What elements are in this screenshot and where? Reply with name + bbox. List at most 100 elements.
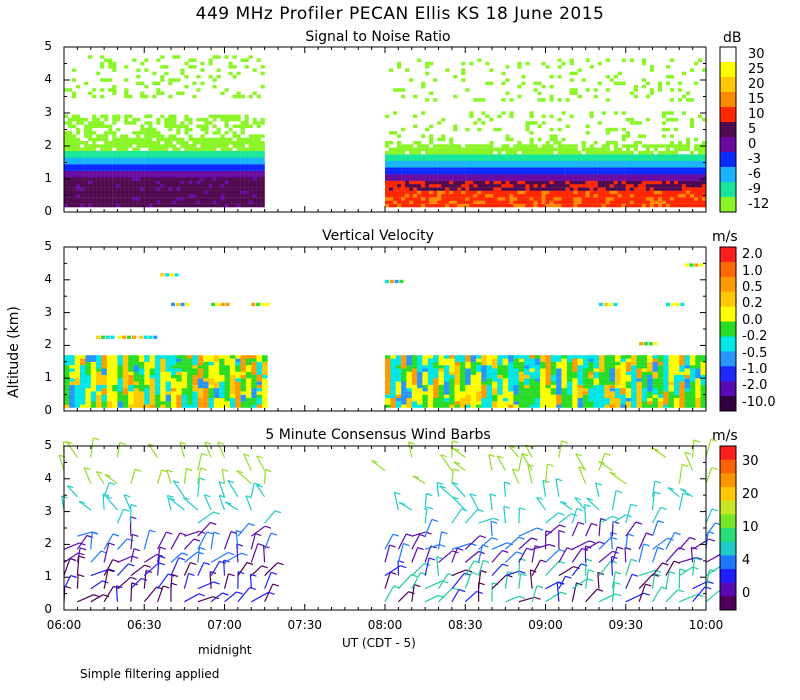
snr-cell bbox=[433, 144, 438, 148]
velocity-cell bbox=[668, 404, 675, 408]
snr-cell bbox=[232, 183, 237, 188]
snr-cell bbox=[437, 174, 442, 178]
snr-cell bbox=[677, 180, 683, 185]
snr-cell bbox=[477, 117, 482, 122]
snr-cell bbox=[605, 154, 610, 158]
velocity-cell bbox=[112, 401, 118, 405]
snr-cell bbox=[433, 180, 438, 185]
velocity-cell bbox=[411, 358, 418, 362]
snr-cell bbox=[581, 200, 586, 204]
snr-cell bbox=[561, 154, 566, 158]
velocity-cell bbox=[572, 397, 578, 402]
velocity-cell bbox=[476, 384, 482, 389]
snr-cell bbox=[429, 170, 434, 175]
snr-cell bbox=[192, 65, 197, 69]
snr-cell bbox=[605, 131, 610, 135]
snr-cell bbox=[248, 160, 253, 165]
velocity-cell bbox=[657, 374, 664, 379]
snr-cell bbox=[569, 187, 574, 191]
snr-cell bbox=[200, 167, 205, 171]
velocity-cell bbox=[663, 388, 669, 392]
snr-cell bbox=[669, 193, 675, 198]
snr-cell bbox=[256, 170, 261, 175]
snr-cell bbox=[465, 147, 470, 152]
velocity-cell bbox=[588, 371, 594, 375]
velocity-cell bbox=[85, 404, 91, 408]
velocity-cell bbox=[641, 397, 648, 402]
snr-cell bbox=[625, 144, 630, 148]
snr-cell bbox=[493, 177, 498, 181]
velocity-cell bbox=[561, 358, 568, 362]
snr-cell bbox=[545, 65, 550, 69]
snr-cell bbox=[577, 167, 582, 171]
wind-barb bbox=[143, 586, 158, 603]
velocity-cell bbox=[106, 388, 113, 392]
wind-barb bbox=[204, 441, 212, 458]
velocity-cell bbox=[508, 394, 514, 398]
snr-cell bbox=[497, 180, 502, 185]
velocity-cell bbox=[433, 401, 439, 405]
wind-barb bbox=[256, 455, 266, 471]
snr-cell bbox=[477, 187, 482, 191]
velocity-cell bbox=[235, 388, 241, 392]
velocity-cell bbox=[235, 401, 241, 405]
snr-cell bbox=[557, 141, 562, 145]
snr-cell bbox=[389, 141, 394, 145]
velocity-cell bbox=[160, 384, 166, 389]
velocity-cell bbox=[395, 371, 402, 375]
snr-cell bbox=[76, 200, 81, 204]
velocity-cell bbox=[203, 401, 209, 405]
snr-cell bbox=[481, 183, 486, 188]
velocity-cell bbox=[69, 374, 75, 379]
snr-cell bbox=[136, 147, 141, 152]
snr-cell bbox=[545, 197, 550, 201]
snr-cell bbox=[136, 131, 141, 135]
snr-cell bbox=[577, 170, 582, 175]
snr-cell bbox=[473, 174, 478, 178]
velocity-cell bbox=[700, 355, 707, 359]
snr-cell bbox=[569, 180, 574, 185]
velocity-cell bbox=[668, 371, 675, 375]
snr-cell bbox=[160, 134, 165, 138]
velocity-cell bbox=[176, 365, 182, 369]
snr-cell bbox=[581, 190, 586, 195]
velocity-cell bbox=[513, 391, 519, 395]
snr-cell bbox=[513, 157, 518, 161]
velocity-cell bbox=[101, 384, 108, 389]
snr-cell bbox=[689, 190, 695, 195]
snr-cell bbox=[537, 177, 542, 181]
velocity-cell bbox=[229, 391, 236, 395]
velocity-cell bbox=[668, 378, 675, 382]
snr-cell bbox=[513, 164, 518, 168]
velocity-cell bbox=[245, 368, 252, 372]
snr-cell bbox=[124, 167, 129, 171]
snr-cell bbox=[689, 150, 695, 155]
velocity-cell bbox=[90, 365, 97, 369]
snr-cell bbox=[72, 190, 77, 195]
snr-cell bbox=[489, 190, 494, 195]
velocity-cell bbox=[593, 404, 600, 408]
velocity-cell bbox=[90, 355, 97, 359]
snr-cell bbox=[525, 190, 530, 195]
velocity-cell bbox=[251, 401, 257, 405]
velocity-cell bbox=[529, 394, 536, 398]
snr-cell bbox=[698, 150, 703, 155]
snr-cell bbox=[188, 177, 193, 181]
velocity-cell bbox=[406, 397, 412, 402]
snr-cell bbox=[453, 177, 458, 181]
snr-cell bbox=[168, 134, 173, 138]
velocity-cell bbox=[513, 404, 519, 408]
snr-cell bbox=[232, 177, 237, 181]
snr-cell bbox=[140, 144, 145, 148]
snr-cell bbox=[633, 164, 638, 168]
velocity-cell bbox=[197, 378, 204, 382]
snr-cell bbox=[401, 193, 406, 198]
snr-cell bbox=[421, 187, 426, 191]
snr-cell bbox=[152, 200, 157, 204]
snr-cell bbox=[216, 114, 221, 119]
velocity-cell bbox=[577, 391, 584, 395]
snr-cell bbox=[116, 141, 121, 145]
snr-cell bbox=[168, 183, 173, 188]
wind-barb-flag bbox=[199, 477, 206, 481]
snr-cell bbox=[461, 157, 466, 161]
